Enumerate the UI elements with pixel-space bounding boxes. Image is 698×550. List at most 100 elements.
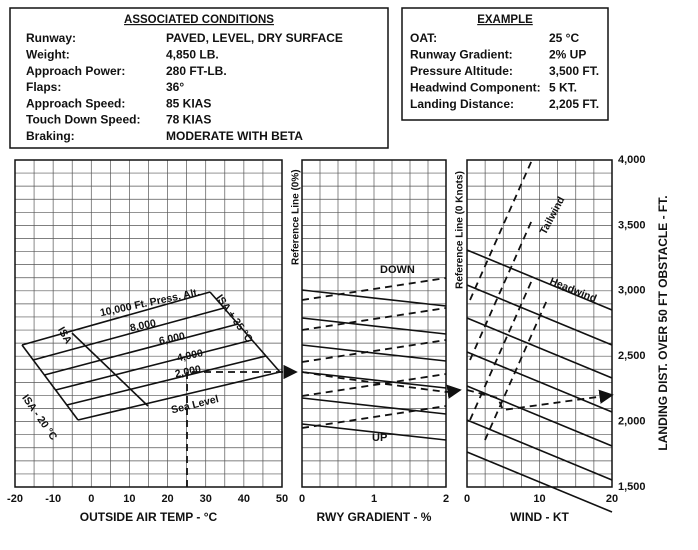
x-tick-label: 10 — [533, 493, 545, 505]
conditions-title: ASSOCIATED CONDITIONS — [124, 14, 274, 26]
example-path — [186, 364, 298, 487]
tailwind-guide — [484, 299, 548, 441]
headwind-guide — [466, 451, 613, 513]
condition-label: Flaps: — [26, 80, 61, 94]
y-axis-title: LANDING DIST. OVER 50 FT OBSTACLE - FT. — [656, 195, 670, 450]
tailwind-guide — [469, 219, 533, 361]
x-tick-label: -20 — [7, 493, 23, 505]
tailwind-guide — [469, 279, 533, 421]
condition-label: Touch Down Speed: — [26, 113, 140, 127]
condition-value: 85 KIAS — [166, 96, 211, 110]
condition-value: MODERATE WITH BETA — [166, 129, 303, 143]
altitude-label: 4,000 — [176, 347, 204, 364]
up-label: UP — [372, 432, 387, 444]
y-tick-label: 2,000 — [618, 416, 646, 428]
x-tick-label: 10 — [123, 493, 135, 505]
example-label: Runway Gradient: — [410, 48, 513, 62]
condition-value: 78 KIAS — [166, 113, 211, 127]
altitude-line — [44, 323, 239, 376]
example-path — [466, 389, 614, 411]
example-label: Landing Distance: — [410, 97, 514, 111]
y-tick-label: 1,500 — [618, 481, 646, 493]
panel-frame — [466, 159, 613, 488]
x-axis-title: OUTSIDE AIR TEMP - °C — [80, 510, 218, 524]
altitude-line — [21, 291, 211, 346]
x-tick-label: 50 — [276, 493, 288, 505]
condition-label: Braking: — [26, 129, 75, 143]
up-guide — [301, 317, 447, 335]
isa-hot-label: ISA + 35 °C — [213, 292, 255, 345]
up-guide — [301, 397, 447, 415]
headwind-guide — [466, 351, 613, 413]
y-tick-label: 3,500 — [618, 219, 646, 231]
condition-value: 4,850 LB. — [166, 47, 219, 61]
example-label: OAT: — [410, 31, 437, 45]
down-guide — [301, 277, 447, 301]
condition-value: PAVED, LEVEL, DRY SURFACE — [166, 31, 343, 45]
example-label: Headwind Component: — [410, 81, 541, 95]
up-guide — [301, 344, 447, 362]
x-tick-label: 0 — [464, 493, 470, 505]
example-title: EXAMPLE — [477, 14, 533, 26]
y-tick-label: 3,000 — [618, 285, 646, 297]
x-axis-title: RWY GRADIENT - % — [317, 510, 432, 524]
tailwind-label: Tailwind — [538, 195, 568, 237]
altitude-line — [66, 355, 267, 406]
x-tick-label: 0 — [88, 493, 94, 505]
x-tick-label: 0 — [299, 493, 305, 505]
down-guide — [301, 307, 447, 331]
ref-wind-label: Reference Line (0 Knots) — [455, 171, 466, 289]
headwind-label: Headwind — [548, 275, 598, 305]
x-tick-label: -10 — [45, 493, 61, 505]
x-tick-label: 2 — [443, 493, 449, 505]
altitude-label: 10,000 Ft. Press. Alt. — [99, 286, 201, 319]
headwind-guide — [466, 317, 613, 379]
altitude-label: 8,000 — [129, 317, 157, 334]
y-tick-label: 2,500 — [618, 350, 646, 362]
example-label: Pressure Altitude: — [410, 64, 513, 78]
up-guide — [301, 423, 447, 441]
condition-value: 280 FT-LB. — [166, 64, 227, 78]
headwind-guide — [466, 419, 613, 481]
x-tick-label: 1 — [371, 493, 377, 505]
condition-label: Approach Power: — [26, 64, 125, 78]
example-value: 2,205 FT. — [549, 97, 599, 111]
isa-cold-label: ISA - 20 °C — [19, 392, 59, 442]
example-value: 25 °C — [549, 31, 579, 45]
y-tick-label: 4,000 — [618, 154, 646, 166]
isa-line — [71, 332, 149, 407]
condition-label: Runway: — [26, 31, 76, 45]
example-box — [401, 7, 609, 121]
down-guide — [301, 405, 447, 429]
down-guide — [301, 339, 447, 363]
example-value: 5 KT. — [549, 81, 577, 95]
example-value: 3,500 FT. — [549, 64, 599, 78]
isa-hot-line — [209, 291, 281, 373]
x-tick-label: 30 — [200, 493, 212, 505]
isa-cold-line — [21, 344, 79, 421]
altitude-label: 2,000 — [174, 363, 202, 380]
condition-label: Weight: — [26, 47, 70, 61]
ref-gradient-label: Reference Line (0%) — [291, 169, 302, 265]
tailwind-guide — [469, 159, 533, 301]
up-guide — [301, 289, 447, 307]
x-tick-label: 20 — [606, 493, 618, 505]
altitude-line — [77, 371, 281, 421]
headwind-guide — [466, 249, 613, 311]
altitude-line — [32, 307, 225, 361]
x-tick-label: 20 — [161, 493, 173, 505]
panel-frame — [14, 159, 283, 488]
x-tick-label: 40 — [238, 493, 250, 505]
down-guide — [301, 373, 447, 397]
up-guide — [301, 371, 447, 389]
down-label: DOWN — [380, 264, 415, 276]
conditions-box — [9, 7, 389, 149]
condition-label: Approach Speed: — [26, 96, 125, 110]
panel-frame — [301, 159, 447, 488]
altitude-line — [55, 339, 253, 391]
example-value: 2% UP — [549, 48, 586, 62]
altitude-label: 6,000 — [158, 330, 186, 347]
x-axis-title: WIND - KT — [510, 510, 569, 524]
condition-value: 36° — [166, 80, 184, 94]
